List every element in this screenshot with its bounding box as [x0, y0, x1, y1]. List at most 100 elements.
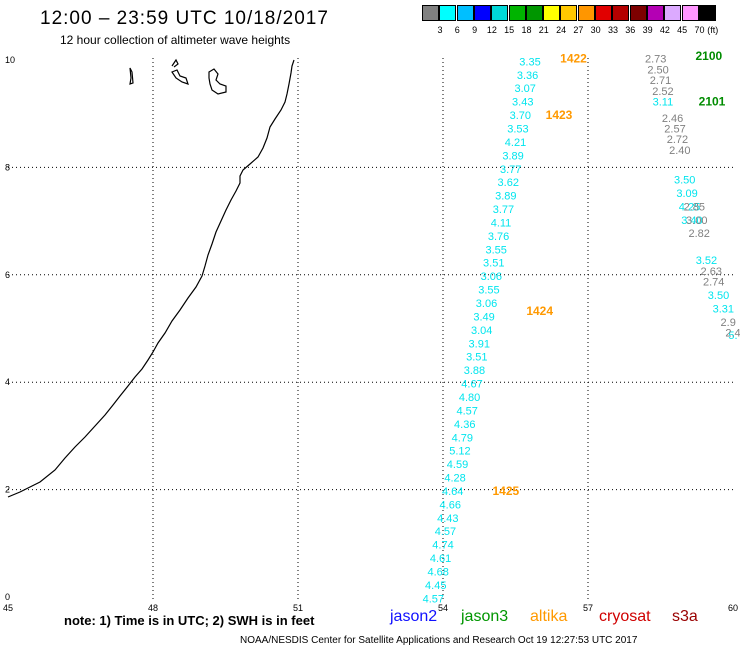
x-tick-label: 48 [148, 603, 158, 613]
legend-swatch [698, 5, 716, 21]
wave-height-value: 4.79 [452, 432, 473, 444]
legend-swatch [422, 5, 439, 21]
wave-height-value: 3.09 [676, 188, 697, 200]
wave-height-value: 2.50 [647, 64, 668, 76]
wave-height-value: 4.57 [456, 405, 477, 417]
wave-height-value: 2.9 [721, 317, 736, 329]
wave-height-value: 3.06 [476, 298, 497, 310]
wave-height-value: 3.89 [495, 191, 516, 203]
wave-height-value: 3.50 [708, 290, 729, 302]
wave-height-value: 4.68 [427, 567, 448, 579]
wave-height-value: 3.51 [466, 352, 487, 364]
wave-height-value: 2.57 [664, 123, 685, 135]
y-tick-label: 2 [5, 485, 10, 495]
legend-swatch [646, 5, 664, 21]
satellite-cryosat: cryosat [599, 608, 651, 625]
wave-height-value: 3.50 [674, 175, 695, 187]
wave-height-value: 3.55 [478, 285, 499, 297]
wave-height-value: 5. [728, 330, 737, 342]
wave-height-value: 3.52 [696, 255, 717, 267]
coastline [7, 59, 295, 498]
legend-unit: (ft) [707, 25, 719, 35]
map-subtitle: 12 hour collection of altimeter wave hei… [60, 33, 291, 47]
legend-label: 36 [625, 25, 636, 35]
satellite-jason3: jason3 [461, 608, 509, 625]
wave-height-value: 4.43 [437, 513, 458, 525]
x-tick-label: 54 [438, 603, 448, 613]
legend-label: 21 [538, 25, 549, 35]
legend-swatch [595, 5, 612, 21]
wave-height-value: 3.11 [653, 97, 674, 109]
wave-height-value: 3.51 [483, 258, 504, 270]
pass-time-label: 1424 [526, 304, 553, 318]
wave-height-value: 3.00 [686, 215, 707, 227]
wave-height-value: 4.80 [459, 392, 480, 404]
pass-time-label: 1422 [560, 52, 587, 66]
legend-label: 33 [607, 25, 618, 35]
wave-height-value: 3.43 [512, 97, 533, 109]
x-tick-label: 51 [293, 603, 303, 613]
legend-label: 42 [659, 25, 670, 35]
satellite-s3a: s3a [672, 608, 698, 625]
legend-label: 3 [437, 25, 443, 35]
wave-height-value: 4.57 [423, 593, 444, 605]
wave-height-value: 4.67 [461, 379, 482, 391]
legend-label: 30 [590, 25, 601, 35]
wave-height-value: 3.91 [469, 338, 490, 350]
pass-time-label: 2101 [699, 95, 726, 109]
wave-height-value: 3.35 [519, 56, 540, 68]
wave-height-value: 4.61 [430, 553, 451, 565]
wave-height-value: 4.36 [454, 419, 475, 431]
wave-height-value: 3.04 [471, 325, 492, 337]
legend-swatch [629, 5, 647, 21]
legend-swatch [439, 5, 457, 21]
legend-label: 24 [556, 25, 567, 35]
legend-swatch [664, 5, 682, 21]
wave-height-value: 3.77 [493, 204, 514, 216]
legend-label: 9 [472, 25, 478, 35]
wave-height-value: 3.76 [488, 231, 509, 243]
legend-swatch [473, 5, 491, 21]
wave-height-value: 2.4 [725, 328, 740, 340]
wave-height-value: 4.25 [679, 201, 700, 213]
altimeter-tracks: 3.353.363.073.433.703.534.213.893.773.62… [423, 54, 740, 606]
legend-swatch [525, 5, 543, 21]
wave-height-value: 4.57 [435, 526, 456, 538]
wave-height-value: 4.59 [447, 459, 468, 471]
wave-height-value: 4.28 [444, 473, 465, 485]
wave-height-value: 4.74 [432, 540, 453, 552]
legend-label: 70 [694, 25, 705, 35]
legend-swatch [560, 5, 578, 21]
wave-height-value: 3.70 [510, 110, 531, 122]
wave-height-value: 3.40 [681, 215, 702, 227]
pass-time-labels: 1422 1423 1424 1425 2100 2101 [492, 49, 725, 498]
wave-height-value: 4.21 [505, 137, 526, 149]
wave-height-value: 2.72 [667, 134, 688, 146]
x-tick-label: 45 [3, 603, 13, 613]
legend-label: 39 [642, 25, 653, 35]
wave-height-value: 2.52 [652, 86, 673, 98]
legend-swatch [612, 5, 630, 21]
wave-height-value: 4.11 [491, 217, 512, 229]
wave-height-value: 2.82 [688, 228, 709, 240]
legend-swatch [543, 5, 561, 21]
legend-label: 27 [573, 25, 584, 35]
wave-height-value: 2.63 [701, 266, 722, 278]
legend-swatch [491, 5, 509, 21]
wave-height-value: 2.74 [703, 277, 724, 289]
pass-time-label: 1423 [546, 108, 573, 122]
wave-height-value: 2.85 [684, 201, 705, 213]
x-tick-label: 60 [728, 603, 738, 613]
islands [129, 58, 227, 95]
legend-swatch [681, 5, 699, 21]
legend-label: 12 [486, 25, 497, 35]
wave-height-value: 2.71 [650, 75, 671, 87]
wave-height-value: 4.66 [440, 499, 461, 511]
wave-height-value: 4.45 [425, 580, 446, 592]
y-tick-label: 8 [5, 162, 10, 172]
wave-height-value: 2.73 [645, 54, 666, 66]
wave-height-value: 3.53 [507, 123, 528, 135]
legend-swatch [577, 5, 595, 21]
x-tick-label: 57 [583, 603, 593, 613]
